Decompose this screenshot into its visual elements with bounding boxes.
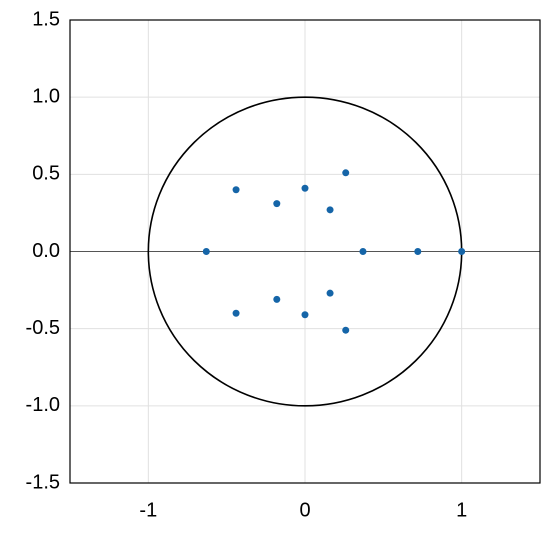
scatter-point: [414, 248, 422, 255]
scatter-point: [458, 248, 466, 255]
x-tick-label: -1: [139, 499, 157, 521]
scatter-point: [326, 206, 334, 214]
scatter-point: [342, 169, 350, 177]
scatter-point: [273, 200, 281, 208]
y-tick-label: 1.5: [32, 8, 60, 30]
scatter-point: [301, 311, 309, 319]
scatter-point: [232, 309, 240, 317]
y-tick-label: -1.0: [26, 394, 60, 416]
y-tick-label: -1.5: [26, 471, 60, 493]
scatter-point: [273, 295, 281, 303]
x-tick-label: 1: [456, 499, 467, 521]
scatter-point: [359, 248, 367, 255]
scatter-point: [326, 289, 334, 297]
x-tick-label: 0: [299, 499, 310, 521]
y-tick-label: 1.0: [32, 85, 60, 107]
scatter-point: [342, 326, 350, 334]
y-tick-label: -0.5: [26, 317, 60, 339]
scatter-point: [301, 184, 309, 192]
y-tick-label: 0.0: [32, 240, 60, 262]
scatter-point: [202, 248, 210, 255]
plot-frame: [69, 19, 541, 484]
y-tick-label: 0.5: [32, 163, 60, 185]
scatter-point: [232, 186, 240, 194]
